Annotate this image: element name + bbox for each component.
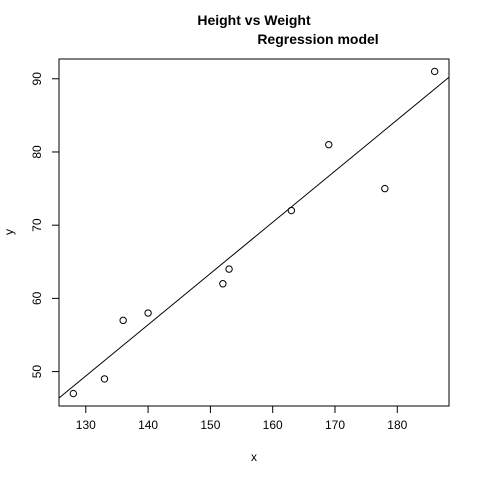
chart-subtitle: Regression model [257,31,378,47]
x-tick-label: 140 [138,418,158,432]
data-point [69,389,78,398]
x-tick-label: 180 [387,418,407,432]
x-tick-label: 130 [76,418,96,432]
chart-title: Height vs Weight [197,12,311,28]
y-tick-label: 70 [30,218,44,232]
data-point [119,316,127,325]
x-tick-label: 150 [200,418,220,432]
data-point [144,309,152,317]
x-axis: 130 140 150 160 170 180 [76,405,408,432]
data-point [287,206,296,215]
y-tick-label: 60 [30,291,44,305]
y-tick-label: 80 [30,145,44,159]
data-point [219,280,227,288]
regression-line [59,76,449,399]
x-axis-label: x [251,450,257,464]
x-tick-label: 160 [263,418,283,432]
regression-line-group [59,76,449,399]
data-points [69,67,439,398]
y-tick-label: 90 [30,72,44,86]
data-point [225,265,233,273]
data-point [100,375,109,383]
data-point [430,67,439,76]
y-axis: 50 60 70 80 90 [30,72,60,379]
data-point [381,184,389,193]
y-axis-label: y [2,229,16,235]
y-tick-label: 50 [30,365,44,379]
plot-frame [58,58,450,407]
x-tick-label: 170 [325,418,345,432]
data-point [325,140,333,149]
